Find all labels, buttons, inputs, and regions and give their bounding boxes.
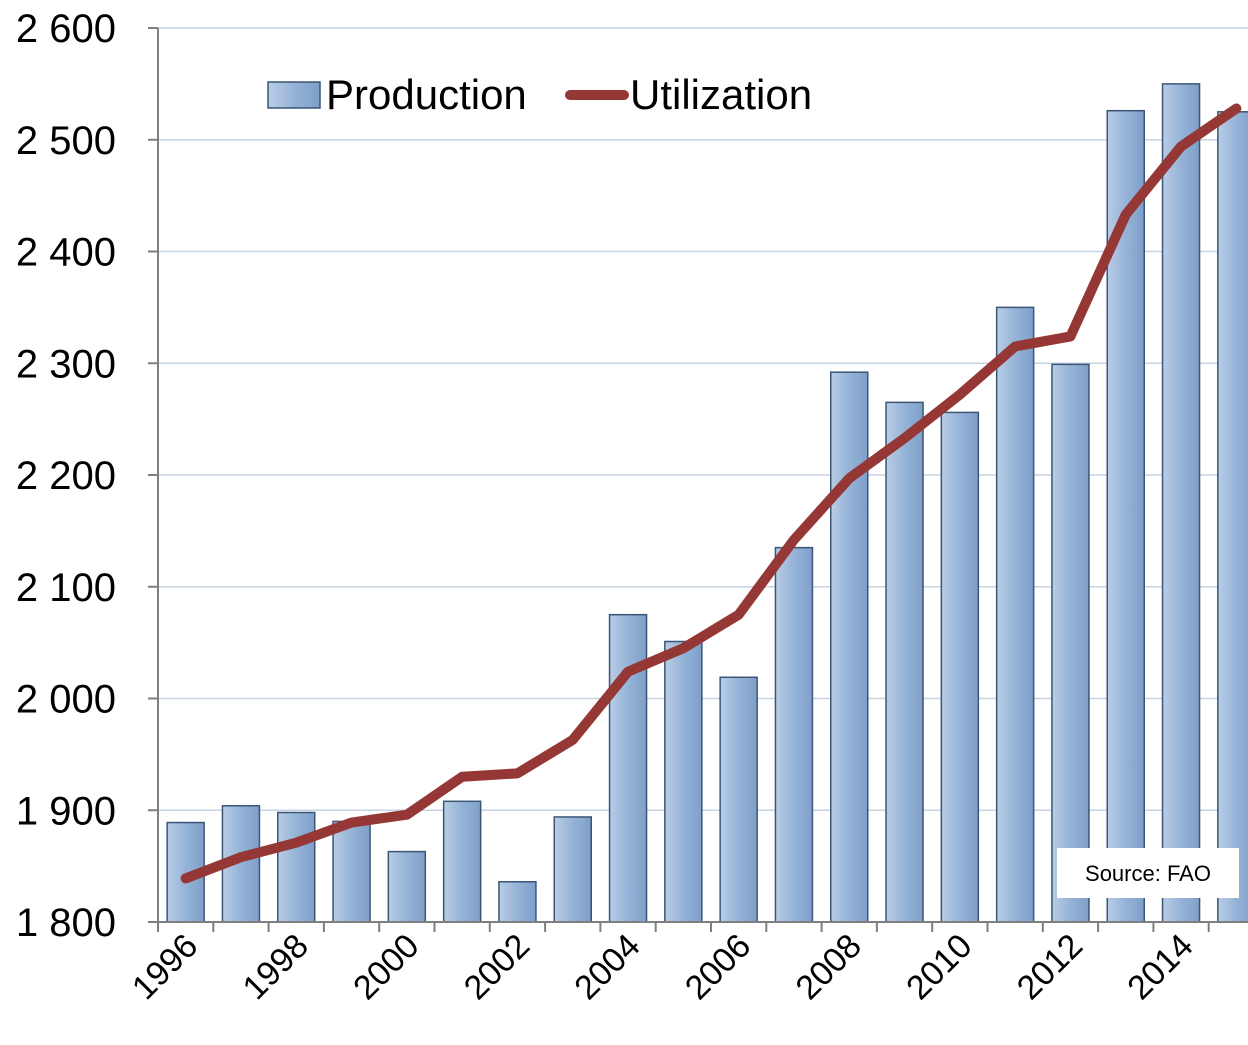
bar <box>940 411 980 923</box>
y-tick-label: 1 900 <box>16 789 116 833</box>
y-tick-label: 1 800 <box>16 901 116 945</box>
bar <box>719 676 758 923</box>
x-tick-label: 2014 <box>1120 927 1200 1007</box>
y-tick-label: 2 400 <box>16 231 116 275</box>
legend-label: Production <box>326 71 527 118</box>
x-tick-label: 2006 <box>678 927 758 1007</box>
bar <box>774 546 814 923</box>
x-tick-label: 2000 <box>346 927 426 1007</box>
x-tick-label: 1998 <box>236 927 316 1007</box>
bar <box>1217 111 1248 923</box>
x-tick-label: 1996 <box>125 927 205 1007</box>
bar <box>387 850 427 923</box>
y-tick-label: 2 600 <box>16 7 116 51</box>
bars <box>166 83 1248 923</box>
x-tick-label: 2008 <box>789 927 869 1007</box>
legend-label: Utilization <box>630 71 812 118</box>
bar <box>885 401 924 923</box>
y-tick-label: 2 200 <box>16 454 116 498</box>
x-tick-label: 2010 <box>899 927 979 1007</box>
annotation: Source: FAO <box>1085 861 1211 886</box>
y-tick-label: 2 300 <box>16 342 116 386</box>
bar <box>664 640 703 923</box>
annotation-box <box>1057 848 1239 898</box>
bar <box>1051 363 1090 923</box>
grid <box>158 27 1248 923</box>
x-tick-label: 2002 <box>457 927 537 1007</box>
bar <box>1161 83 1201 923</box>
y-tick-label: 2 000 <box>16 678 116 722</box>
bar <box>442 800 482 923</box>
lines <box>180 103 1242 884</box>
y-tick-label: 2 100 <box>16 566 116 610</box>
bar <box>995 306 1035 923</box>
x-tick-label: 2012 <box>1010 927 1090 1007</box>
annotation: Source: FAO <box>1057 848 1239 898</box>
bar <box>830 371 869 923</box>
line <box>180 103 1242 884</box>
bar <box>332 820 371 923</box>
bar <box>277 811 316 923</box>
x-tick-label: 2004 <box>567 927 647 1007</box>
legend: Production Utilization <box>267 71 812 118</box>
y-tick-label: 2 500 <box>16 119 116 163</box>
bar <box>553 816 592 923</box>
bar <box>498 881 537 923</box>
legend-swatch <box>267 81 321 109</box>
